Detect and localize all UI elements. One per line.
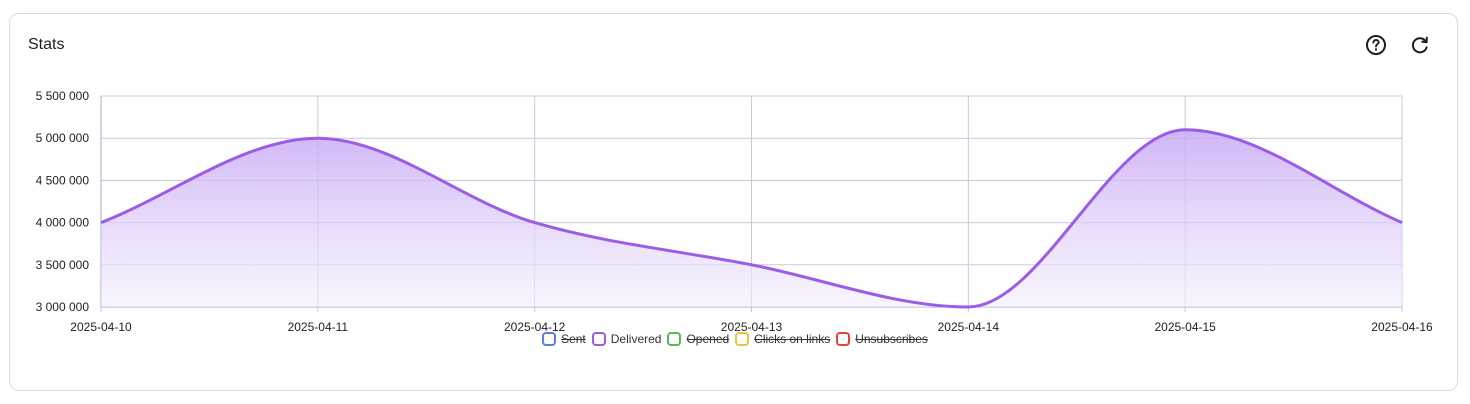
x-tick-label: 2025-04-16 — [1371, 320, 1433, 334]
legend-label: Clicks on links — [754, 332, 831, 346]
legend-item-delivered[interactable]: Delivered — [591, 332, 662, 346]
y-tick-label: 5 000 000 — [36, 131, 90, 145]
legend-item-unsubscribes[interactable]: Unsubscribes — [836, 332, 928, 346]
x-tick-label: 2025-04-12 — [504, 320, 566, 334]
legend-swatch — [591, 332, 606, 346]
x-tick-label: 2025-04-14 — [938, 320, 1000, 334]
legend-swatch — [735, 332, 750, 346]
y-tick-label: 4 000 000 — [36, 216, 90, 230]
legend-label: Opened — [686, 332, 730, 346]
y-tick-label: 4 500 000 — [36, 173, 90, 187]
series-line-delivered — [100, 128, 1403, 309]
legend-label: Sent — [561, 332, 586, 346]
legend-label: Unsubscribes — [855, 332, 928, 346]
legend-item-opened[interactable]: Opened — [667, 332, 729, 346]
chart-legend: Sent Delivered Opened Clicks on links Unsubs… — [0, 332, 1470, 346]
refresh-icon[interactable] — [1408, 33, 1432, 57]
y-tick-label: 3 000 000 — [36, 300, 90, 314]
x-tick-label: 2025-04-11 — [288, 320, 349, 334]
legend-swatch — [542, 332, 557, 346]
x-tick-label: 2025-04-13 — [721, 320, 783, 334]
help-icon[interactable] — [1364, 33, 1388, 57]
card-title: Stats — [28, 36, 65, 53]
y-tick-label: 3 500 000 — [36, 258, 90, 272]
legend-swatch — [667, 332, 682, 346]
legend-swatch — [836, 332, 851, 346]
x-tick-label: 2025-04-10 — [70, 320, 132, 334]
legend-item-sent[interactable]: Sent — [542, 332, 586, 346]
legend-item-clicks-on-links[interactable]: Clicks on links — [735, 332, 830, 346]
x-tick-label: 2025-04-15 — [1154, 320, 1216, 334]
y-tick-label: 5 500 000 — [36, 89, 90, 103]
legend-label: Delivered — [610, 332, 662, 346]
